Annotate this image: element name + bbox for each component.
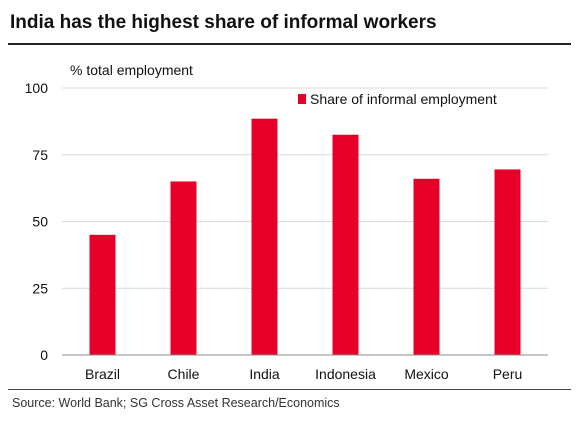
x-tick-label: Chile [168, 366, 200, 382]
footer-divider [8, 389, 571, 390]
x-axis-ticks: Brazil Chile India Indonesia Mexico Peru [85, 366, 522, 382]
x-tick-label: India [249, 366, 280, 382]
y-tick-label: 75 [32, 147, 48, 163]
y-axis-ticks: 0 25 50 75 100 [25, 80, 49, 363]
legend-swatch [298, 94, 306, 104]
y-axis-label: % total employment [70, 62, 193, 78]
y-tick-label: 0 [40, 347, 48, 363]
bar-india [252, 119, 278, 355]
source-note: Source: World Bank; SG Cross Asset Resea… [12, 396, 340, 410]
gridlines [62, 88, 548, 288]
bar-brazil [90, 235, 116, 355]
y-tick-label: 25 [32, 280, 48, 296]
bar-peru [495, 169, 521, 355]
y-tick-label: 50 [32, 214, 48, 230]
legend: Share of informal employment [298, 91, 497, 107]
y-tick-label: 100 [25, 80, 49, 96]
bars [90, 119, 521, 355]
bar-mexico [414, 179, 440, 355]
x-tick-label: Mexico [404, 366, 449, 382]
x-tick-label: Peru [493, 366, 523, 382]
x-tick-label: Brazil [85, 366, 120, 382]
x-tick-label: Indonesia [315, 366, 376, 382]
legend-label: Share of informal employment [310, 91, 497, 107]
bar-indonesia [333, 135, 359, 355]
bar-chile [171, 181, 197, 355]
